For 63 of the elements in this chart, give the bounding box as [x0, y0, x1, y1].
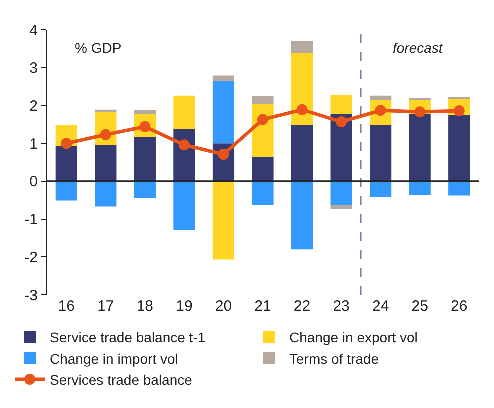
- bar: [330, 205, 352, 210]
- x-tick-label: 25: [412, 298, 428, 315]
- y-tick-label: 4: [30, 22, 38, 40]
- point: [178, 140, 190, 151]
- legend-label: Services trade balance: [50, 372, 193, 388]
- bar: [330, 114, 352, 182]
- point: [218, 149, 230, 160]
- bar: [95, 145, 117, 182]
- y-tick-label: -1: [24, 212, 38, 229]
- x-tick-label: 21: [254, 298, 272, 315]
- legend-label: Change in import vol: [50, 350, 178, 367]
- y-tick-label: 2: [30, 98, 38, 115]
- bar: [330, 95, 352, 114]
- annotation: forecast: [393, 40, 444, 56]
- y-tick-label: 0: [30, 174, 38, 191]
- bar: [134, 110, 156, 114]
- point: [61, 138, 72, 150]
- annotation: % GDP: [75, 40, 122, 56]
- bar: [448, 115, 470, 182]
- bar: [212, 181, 235, 260]
- y-tick-label: 1: [30, 136, 38, 153]
- bar: [291, 125, 314, 182]
- x-tick-label: 16: [58, 298, 75, 315]
- bar: [291, 53, 314, 126]
- bar: [212, 76, 235, 82]
- bar: [252, 156, 274, 182]
- bar: [134, 181, 156, 198]
- x-tick-label: 19: [176, 298, 193, 315]
- legend-label: Change in export vol: [290, 330, 418, 346]
- bar: [174, 96, 196, 130]
- bar: [95, 181, 117, 207]
- x-tick-label: 22: [294, 298, 311, 315]
- x-tick-label: 23: [333, 298, 350, 315]
- x-tick-label: 18: [136, 298, 154, 315]
- bar: [252, 96, 274, 104]
- x-tick-label: 26: [451, 298, 468, 315]
- bar: [56, 181, 78, 201]
- legend-label: Terms of trade: [290, 350, 380, 367]
- point: [296, 104, 308, 116]
- bar: [95, 110, 117, 113]
- y-tick-label: -2: [24, 249, 38, 266]
- bar: [212, 81, 235, 144]
- bar: [174, 181, 196, 230]
- x-tick-label: 24: [372, 298, 390, 315]
- bar: [56, 146, 78, 182]
- bar: [448, 181, 470, 196]
- legend-label: Service trade balance t-1: [50, 330, 206, 346]
- x-tick-label: 20: [215, 298, 232, 315]
- y-tick-label: 3: [30, 60, 38, 78]
- bar: [370, 125, 392, 182]
- y-tick-label: -3: [24, 287, 38, 304]
- bar: [409, 114, 431, 182]
- bar: [252, 181, 274, 206]
- point: [336, 116, 348, 128]
- x-tick-label: 17: [98, 298, 114, 315]
- bar: [291, 41, 314, 54]
- bar: [370, 181, 392, 197]
- point: [258, 114, 268, 126]
- bar: [330, 181, 352, 206]
- bar: [134, 137, 156, 182]
- bar: [370, 96, 392, 100]
- bar: [409, 181, 431, 196]
- bar: [291, 181, 314, 250]
